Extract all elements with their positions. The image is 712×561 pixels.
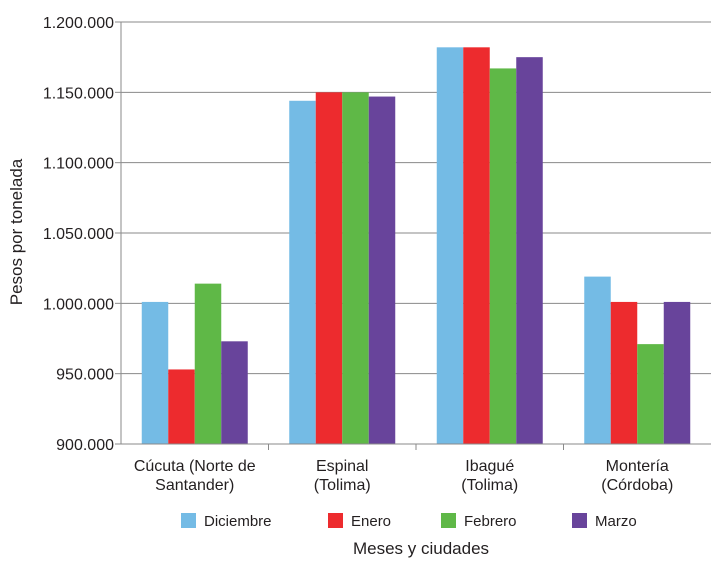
axes (120, 22, 711, 450)
bar (584, 276, 611, 444)
y-tick-label: 1.000.000 (43, 296, 114, 313)
bars (141, 47, 691, 445)
y-tick-label: 950.000 (56, 367, 114, 384)
x-category-label: Ibagué (465, 458, 514, 475)
y-tick-label: 1.100.000 (43, 156, 114, 173)
x-category-labels: Cúcuta (Norte de Santander) Espinal (Tolima… (134, 458, 673, 494)
x-category-label: Espinal (316, 458, 368, 475)
bar (516, 57, 543, 445)
x-axis-title: Meses y ciudades (353, 539, 489, 558)
bar (141, 301, 169, 444)
legend-swatch (328, 513, 343, 528)
x-category-label: (Tolima) (314, 477, 371, 494)
bar (436, 47, 464, 444)
y-tick-label: 1.050.000 (43, 226, 114, 243)
bar (168, 369, 195, 444)
x-category-label: Cúcuta (Norte de (134, 458, 256, 475)
legend-label: Marzo (595, 513, 637, 530)
bar (368, 96, 396, 444)
legend-swatch (441, 513, 456, 528)
legend-swatch (181, 513, 196, 528)
x-category-label: (Tolima) (461, 477, 518, 494)
bar (194, 283, 222, 444)
x-category-label: Santander) (155, 477, 234, 494)
legend-label: Febrero (464, 513, 517, 530)
y-tick-label: 900.000 (56, 437, 114, 454)
bar (289, 100, 316, 445)
legend: Diciembre Enero Febrero Marzo (181, 513, 637, 530)
y-tick-label: 1.150.000 (43, 85, 114, 102)
x-category-label: (Córdoba) (601, 477, 673, 494)
legend-label: Enero (351, 513, 391, 530)
x-category-label: Montería (606, 458, 669, 475)
bar (637, 344, 664, 444)
bar (342, 92, 369, 444)
y-tick-labels: 900.000 950.000 1.000.000 1.050.000 1.100.00… (43, 15, 114, 454)
legend-swatch (572, 513, 587, 528)
bar (663, 301, 691, 444)
bar (463, 47, 490, 444)
y-axis-title: Pesos por tonelada (7, 158, 26, 305)
legend-label: Diciembre (204, 513, 272, 530)
bar (315, 92, 343, 444)
bar (489, 68, 517, 445)
bar (221, 341, 248, 444)
bar (610, 301, 638, 444)
y-tick-label: 1.200.000 (43, 15, 114, 32)
